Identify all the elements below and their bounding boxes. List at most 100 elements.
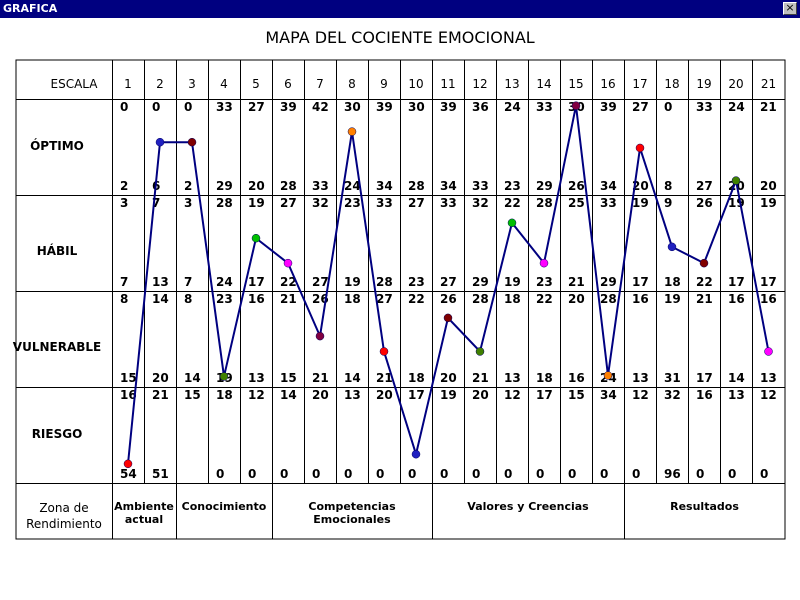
- zone-name: Resultados: [670, 500, 739, 513]
- band-bottom-value: 0: [728, 467, 736, 481]
- band-top-value: 20: [312, 388, 329, 402]
- band-bottom-value: 28: [376, 275, 393, 289]
- band-bottom-value: 20: [440, 371, 457, 385]
- band-top-value: 0: [664, 100, 672, 114]
- scale-number: 17: [632, 77, 647, 91]
- band-top-value: 30: [344, 100, 361, 114]
- band-top-value: 14: [152, 292, 169, 306]
- band-top-value: 39: [280, 100, 297, 114]
- band-bottom-value: 7: [120, 275, 128, 289]
- band-top-value: 19: [440, 388, 457, 402]
- band-bottom-value: 17: [760, 275, 777, 289]
- band-top-value: 14: [280, 388, 297, 402]
- band-top-value: 27: [408, 196, 425, 210]
- band-bottom-value: 0: [280, 467, 288, 481]
- data-point: [251, 233, 261, 243]
- band-top-value: 24: [504, 100, 521, 114]
- band-top-value: 12: [760, 388, 777, 402]
- data-point: [347, 127, 357, 136]
- band-top-value: 39: [600, 100, 617, 114]
- band-bottom-value: 20: [760, 179, 777, 193]
- band-top-value: 33: [216, 100, 233, 114]
- band-bottom-value: 18: [664, 275, 681, 289]
- band-top-value: 18: [504, 292, 521, 306]
- band-top-value: 28: [216, 196, 233, 210]
- band-bottom-value: 15: [280, 371, 297, 385]
- header-label: ESCALA: [51, 77, 99, 91]
- scale-number: 21: [761, 77, 776, 91]
- band-top-value: 16: [760, 292, 777, 306]
- chart-title: MAPA DEL COCIENTE EMOCIONAL: [265, 28, 535, 47]
- band-bottom-value: 21: [376, 371, 393, 385]
- band-top-value: 28: [600, 292, 617, 306]
- close-button[interactable]: ×: [783, 2, 797, 15]
- band-top-value: 28: [536, 196, 553, 210]
- band-bottom-value: 54: [120, 467, 137, 481]
- band-bottom-value: 20: [248, 179, 265, 193]
- band-bottom-value: 33: [312, 179, 329, 193]
- band-bottom-value: 14: [728, 371, 745, 385]
- band-top-value: 33: [600, 196, 617, 210]
- band-bottom-value: 18: [408, 371, 425, 385]
- band-top-value: 13: [344, 388, 361, 402]
- band-top-value: 26: [440, 292, 457, 306]
- band-bottom-value: 24: [344, 179, 361, 193]
- band-top-value: 12: [504, 388, 521, 402]
- window-title: GRAFICA: [3, 2, 58, 15]
- band-top-value: 16: [632, 292, 649, 306]
- band-bottom-value: 0: [472, 467, 480, 481]
- band-top-value: 13: [728, 388, 745, 402]
- band-bottom-value: 0: [312, 467, 320, 481]
- data-point: [411, 449, 421, 459]
- data-point: [764, 347, 773, 356]
- band-bottom-value: 19: [344, 275, 361, 289]
- band-bottom-value: 0: [760, 467, 768, 481]
- band-top-value: 20: [472, 388, 489, 402]
- band-top-value: 32: [472, 196, 489, 210]
- band-bottom-value: 96: [664, 467, 681, 481]
- data-point: [603, 371, 613, 380]
- band-bottom-value: 21: [312, 371, 329, 385]
- band-bottom-value: 31: [664, 371, 681, 385]
- band-top-value: 19: [248, 196, 265, 210]
- band-bottom-value: 29: [216, 179, 233, 193]
- band-bottom-value: 7: [184, 275, 192, 289]
- band-bottom-value: 33: [472, 179, 489, 193]
- band-top-value: 0: [184, 100, 192, 114]
- data-point: [667, 242, 677, 252]
- scale-number: 19: [696, 77, 711, 91]
- band-bottom-value: 23: [408, 275, 425, 289]
- band-top-value: 21: [280, 292, 297, 306]
- band-top-value: 17: [408, 388, 425, 402]
- zone-name: actual: [125, 513, 163, 526]
- band-top-value: 18: [216, 388, 233, 402]
- band-bottom-value: 18: [536, 371, 553, 385]
- band-top-value: 26: [696, 196, 713, 210]
- band-bottom-value: 29: [536, 179, 553, 193]
- band-bottom-value: 27: [440, 275, 457, 289]
- scale-number: 5: [252, 77, 260, 91]
- zone-name: Competencias: [308, 500, 396, 513]
- band-top-value: 15: [184, 388, 201, 402]
- band-top-value: 22: [536, 292, 553, 306]
- band-top-value: 3: [184, 196, 192, 210]
- band-bottom-value: 16: [568, 371, 585, 385]
- band-bottom-value: 0: [344, 467, 352, 481]
- scale-number: 16: [600, 77, 615, 91]
- data-point: [699, 258, 709, 268]
- band-top-value: 18: [344, 292, 361, 306]
- band-top-value: 21: [152, 388, 169, 402]
- data-point: [187, 137, 197, 147]
- band-top-value: 24: [728, 100, 745, 114]
- band-top-value: 19: [632, 196, 649, 210]
- band-bottom-value: 34: [600, 179, 617, 193]
- data-point: [539, 258, 549, 268]
- band-top-value: 32: [664, 388, 681, 402]
- scale-number: 4: [220, 77, 228, 91]
- data-point: [155, 137, 165, 147]
- band-top-value: 27: [248, 100, 265, 114]
- data-point: [379, 347, 389, 356]
- band-top-value: 7: [152, 196, 160, 210]
- zone-label: Zona de: [39, 501, 88, 515]
